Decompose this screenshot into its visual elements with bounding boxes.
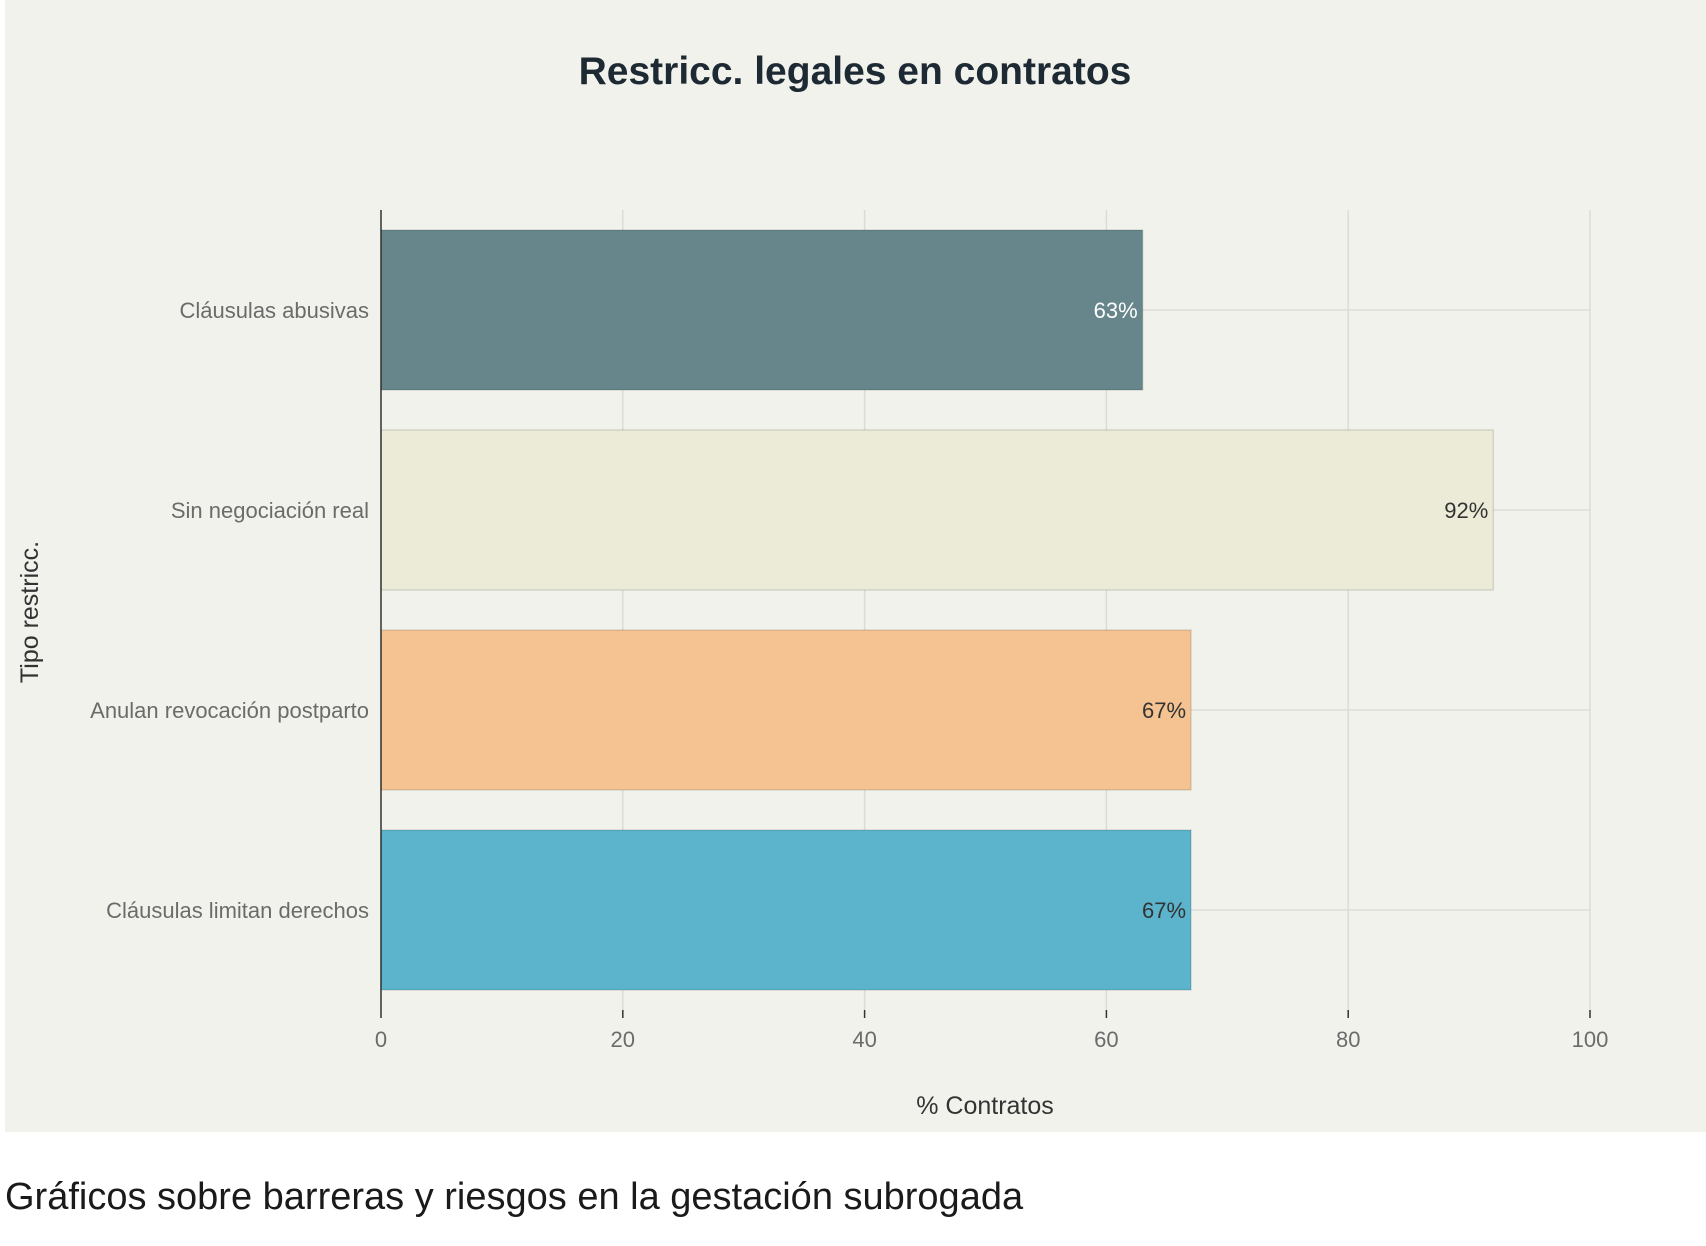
category-label: Anulan revocación postparto — [90, 698, 369, 723]
axes: Cláusulas abusivas Sin negociación real An… — [90, 210, 1608, 1052]
category-label: Sin negociación real — [171, 498, 369, 523]
bar — [380, 429, 1495, 591]
chart-panel: Restricc. legales en contratos 63% 92% 67%… — [5, 0, 1706, 1132]
bar — [380, 829, 1192, 991]
bar-chart: Restricc. legales en contratos 63% 92% 67%… — [16, 50, 1608, 1120]
x-tick-label: 20 — [611, 1027, 635, 1052]
figure-caption: Gráficos sobre barreras y riesgos en la … — [5, 1176, 1024, 1218]
category-label: Cláusulas limitan derechos — [106, 898, 369, 923]
bar — [380, 629, 1192, 791]
bar — [380, 229, 1144, 391]
category-label: Cláusulas abusivas — [179, 298, 369, 323]
y-axis-title: Tipo restricc. — [16, 541, 44, 683]
x-tick-label: 40 — [852, 1027, 876, 1052]
bar-data-label: 63% — [1094, 298, 1138, 323]
x-tick-label: 100 — [1572, 1027, 1609, 1052]
bar-data-label: 67% — [1142, 698, 1186, 723]
x-tick-label: 0 — [375, 1027, 387, 1052]
x-tick-label: 80 — [1336, 1027, 1360, 1052]
bar-data-label: 92% — [1444, 498, 1488, 523]
x-tick-label: 60 — [1094, 1027, 1118, 1052]
chart-title: Restricc. legales en contratos — [579, 50, 1132, 93]
x-axis-title: % Contratos — [916, 1092, 1054, 1120]
bars: 63% 92% 67% 67% — [380, 229, 1495, 991]
bar-data-label: 67% — [1142, 898, 1186, 923]
